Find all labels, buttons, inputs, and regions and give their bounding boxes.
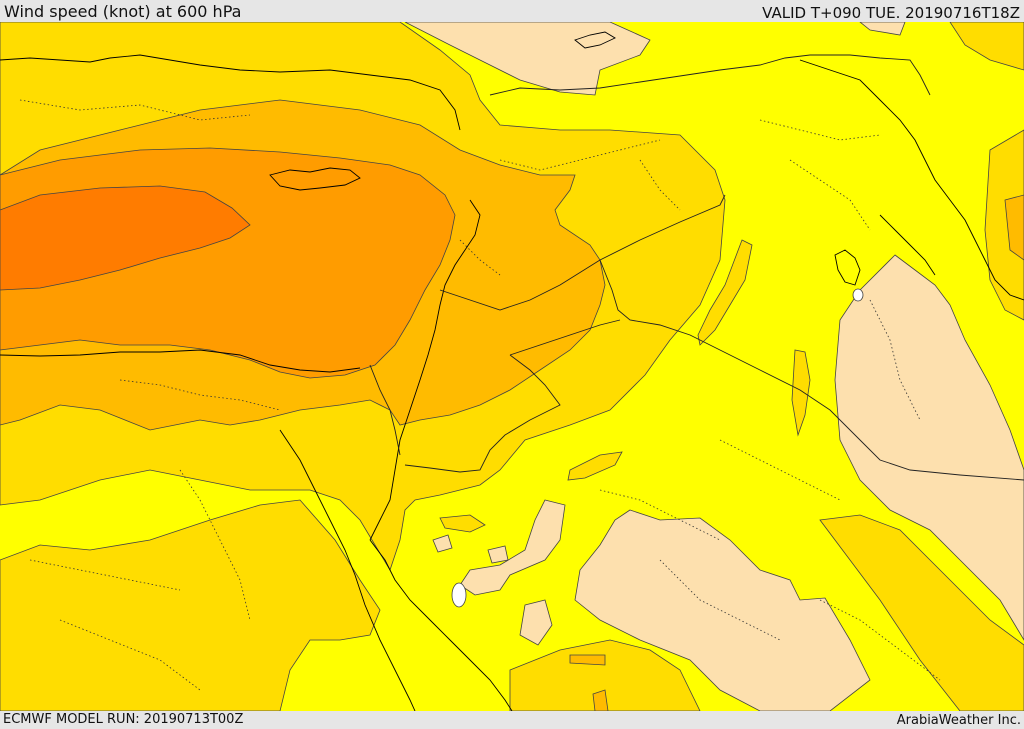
field-high-patch-2 [592,689,609,711]
field-elevated-blob-1 [567,451,623,481]
field-low-north [404,22,651,96]
field-elevated-blob-2 [439,514,486,533]
field-elevated-south [509,639,701,711]
field-low-hejaz [459,499,566,596]
field-lowest-3 [852,288,864,302]
field-elevated-sw [0,499,381,711]
chart-title: Wind speed (knot) at 600 hPa [4,2,242,21]
field-low-patch-2 [432,534,453,553]
field-low-arabia [574,509,871,711]
valid-time-label: VALID T+090 TUE. 20190716T18Z [762,4,1020,22]
field-elevated-east-edge [984,129,1024,321]
field-elevated-ne-corner [949,22,1024,71]
field-high-patch-3 [1004,194,1024,261]
field-elevated-streak-1 [697,239,753,346]
field-low-gulf [834,254,1024,641]
field-highest-core [0,185,251,291]
field-low-patch-1 [519,599,553,646]
model-run-label: ECMWF MODEL RUN: 20190713T00Z [3,712,244,727]
admin-boundaries [19,99,941,691]
national-borders [369,54,1024,481]
credit-label: ArabiaWeather Inc. [896,713,1021,728]
field-low-ne-corner [859,22,906,36]
field-lowest-1 [451,582,467,608]
field-elevated-se [819,514,1024,711]
wind-speed-map[interactable] [0,22,1024,711]
field-low-patch-3 [487,545,509,564]
field-elevated-streak-2 [791,349,811,437]
coastlines [0,31,1024,711]
footer-bar: ECMWF MODEL RUN: 20190713T00Z ArabiaWeat… [0,711,1024,729]
field-high-patch-1 [569,654,606,666]
header-bar: Wind speed (knot) at 600 hPa VALID T+090… [0,0,1024,22]
